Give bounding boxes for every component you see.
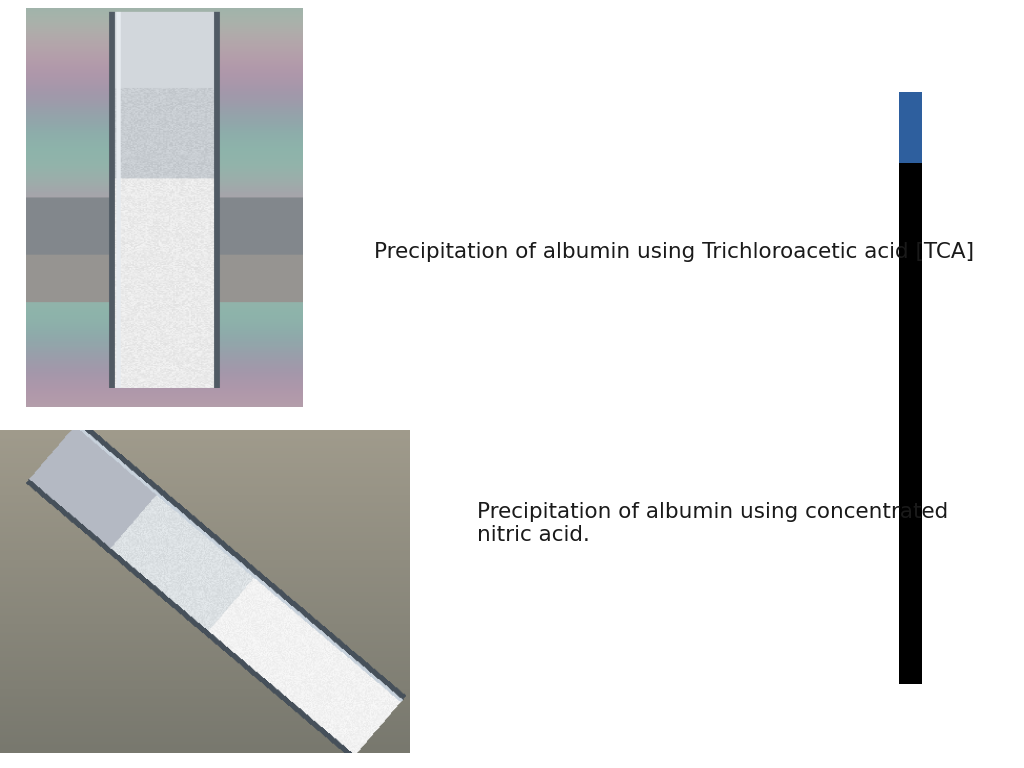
Text: Precipitation of albumin using concentrated
nitric acid.: Precipitation of albumin using concentra… [477,502,948,545]
Bar [899,92,922,163]
Text: Precipitation of albumin using Trichloroacetic acid [TCA]: Precipitation of albumin using Trichloro… [374,242,974,262]
Bar [899,163,922,684]
